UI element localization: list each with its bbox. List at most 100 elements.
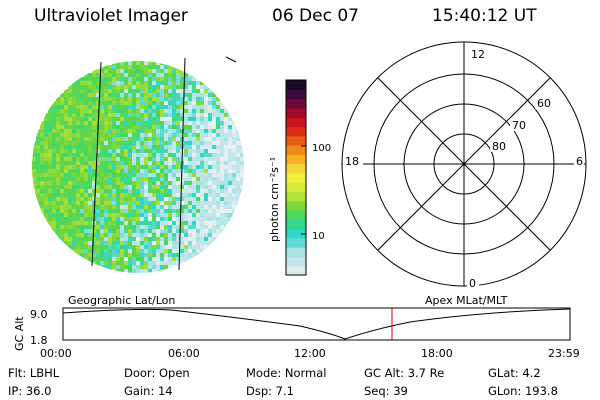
image-pixel	[172, 161, 176, 165]
image-pixel	[76, 157, 80, 161]
image-pixel	[204, 189, 208, 193]
image-pixel	[168, 105, 172, 109]
image-pixel	[160, 109, 164, 113]
image-pixel	[128, 245, 132, 249]
image-pixel	[180, 137, 184, 141]
image-pixel	[100, 225, 104, 229]
image-pixel	[40, 145, 44, 149]
image-pixel	[144, 85, 148, 89]
image-pixel	[124, 233, 128, 237]
image-pixel	[116, 233, 120, 237]
image-pixel	[144, 193, 148, 197]
image-pixel	[228, 193, 232, 197]
image-pixel	[68, 173, 72, 177]
image-pixel	[136, 173, 140, 177]
image-pixel	[72, 101, 76, 105]
image-pixel	[108, 241, 112, 245]
image-pixel	[228, 109, 232, 113]
image-pixel	[64, 197, 68, 201]
image-pixel	[56, 113, 60, 117]
image-pixel	[84, 73, 88, 77]
image-pixel	[180, 85, 184, 89]
image-pixel	[164, 73, 168, 77]
image-pixel	[88, 185, 92, 189]
image-pixel	[220, 141, 224, 145]
image-pixel	[148, 229, 152, 233]
image-pixel	[52, 177, 56, 181]
image-pixel	[40, 209, 44, 213]
image-pixel	[184, 77, 188, 81]
image-pixel	[200, 165, 204, 169]
image-pixel	[88, 205, 92, 209]
image-pixel	[104, 133, 108, 137]
image-pixel	[156, 69, 160, 73]
image-pixel	[212, 113, 216, 117]
image-pixel	[176, 209, 180, 213]
image-pixel	[116, 245, 120, 249]
image-pixel	[184, 157, 188, 161]
image-pixel	[204, 177, 208, 181]
image-pixel	[224, 225, 228, 229]
image-pixel	[152, 129, 156, 133]
image-pixel	[72, 125, 76, 129]
image-pixel	[88, 157, 92, 161]
image-pixel	[84, 185, 88, 189]
image-pixel	[196, 169, 200, 173]
image-pixel	[208, 185, 212, 189]
image-pixel	[88, 221, 92, 225]
image-pixel	[152, 209, 156, 213]
image-pixel	[200, 121, 204, 125]
image-pixel	[96, 169, 100, 173]
image-pixel	[48, 113, 52, 117]
image-pixel	[136, 65, 140, 69]
image-pixel	[176, 201, 180, 205]
image-pixel	[240, 161, 244, 165]
image-pixel	[72, 205, 76, 209]
image-pixel	[44, 133, 48, 137]
color-bar-cell	[286, 154, 306, 165]
image-pixel	[120, 221, 124, 225]
image-pixel	[136, 97, 140, 101]
image-pixel	[52, 201, 56, 205]
gc-alt-readout: GC Alt: 3.7 Re	[364, 366, 445, 380]
image-pixel	[36, 141, 40, 145]
color-bar-cell	[286, 182, 306, 193]
image-pixel	[104, 153, 108, 157]
image-pixel	[236, 145, 240, 149]
image-pixel	[112, 133, 116, 137]
image-pixel	[60, 149, 64, 153]
image-pixel	[188, 213, 192, 217]
image-pixel	[156, 97, 160, 101]
image-pixel	[128, 237, 132, 241]
image-pixel	[216, 113, 220, 117]
image-pixel	[196, 109, 200, 113]
image-pixel	[184, 105, 188, 109]
image-pixel	[88, 105, 92, 109]
image-pixel	[52, 173, 56, 177]
image-pixel	[172, 97, 176, 101]
image-pixel	[172, 265, 176, 269]
image-pixel	[104, 141, 108, 145]
image-pixel	[96, 109, 100, 113]
image-pixel	[180, 133, 184, 137]
image-pixel	[68, 229, 72, 233]
image-pixel	[124, 253, 128, 257]
image-pixel	[144, 101, 148, 105]
image-pixel	[156, 165, 160, 169]
image-pixel	[152, 237, 156, 241]
image-pixel	[200, 201, 204, 205]
image-pixel	[136, 109, 140, 113]
image-pixel	[56, 177, 60, 181]
image-pixel	[64, 133, 68, 137]
image-pixel	[104, 233, 108, 237]
image-pixel	[124, 93, 128, 97]
image-pixel	[96, 261, 100, 265]
image-pixel	[160, 77, 164, 81]
image-pixel	[200, 193, 204, 197]
image-pixel	[60, 181, 64, 185]
image-pixel	[76, 217, 80, 221]
image-pixel	[148, 73, 152, 77]
image-pixel	[232, 161, 236, 165]
image-pixel	[56, 145, 60, 149]
color-bar-cell	[286, 191, 306, 202]
